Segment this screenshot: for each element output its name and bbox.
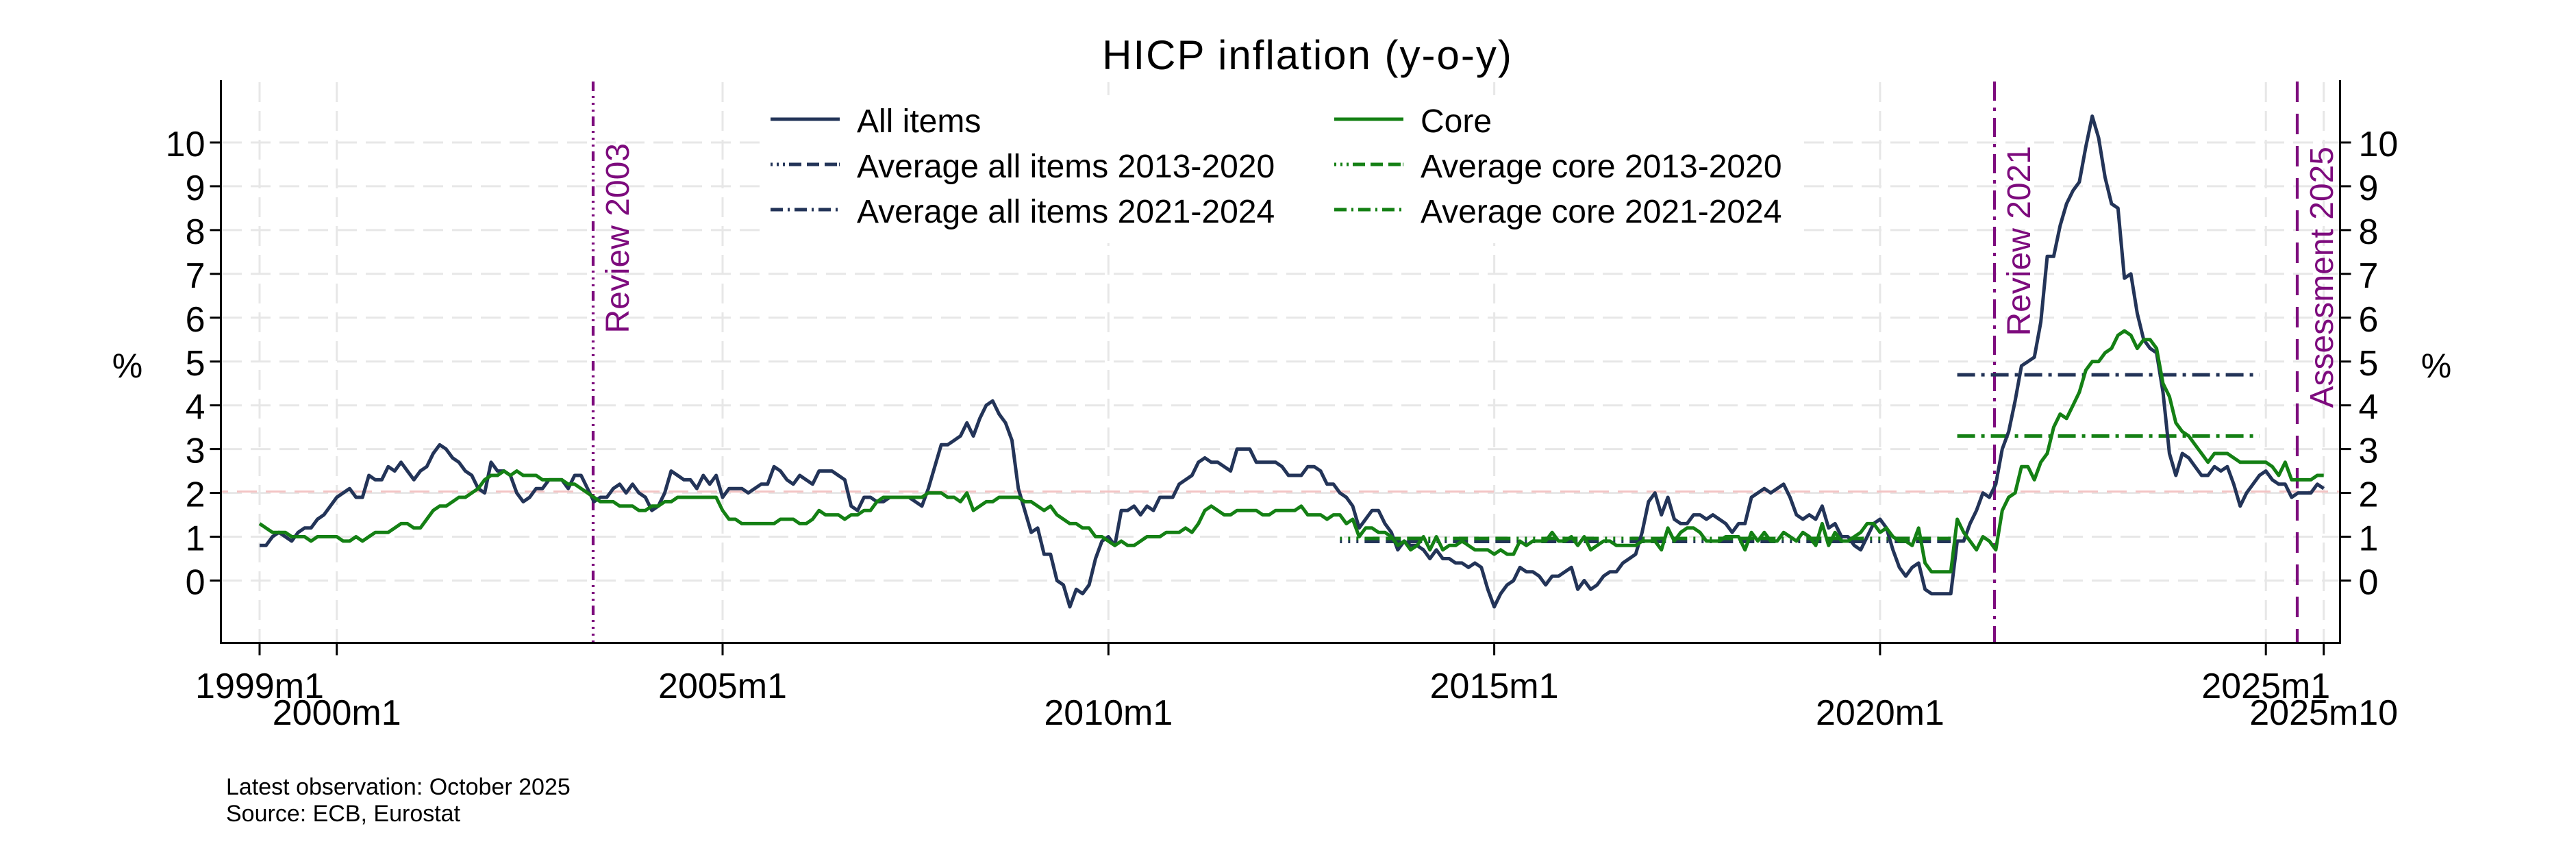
- svg-text:2025m10: 2025m10: [2249, 693, 2398, 733]
- svg-text:0: 0: [186, 563, 205, 603]
- svg-text:All items: All items: [857, 103, 981, 140]
- svg-text:Latest observation: October 20: Latest observation: October 2025: [226, 774, 571, 800]
- svg-text:3: 3: [2359, 432, 2379, 471]
- svg-text:5: 5: [2359, 344, 2379, 384]
- svg-text:Source: ECB, Eurostat: Source: ECB, Eurostat: [226, 801, 461, 827]
- svg-text:10: 10: [2359, 125, 2399, 164]
- svg-text:2020m1: 2020m1: [1816, 693, 1944, 733]
- svg-text:4: 4: [2359, 388, 2379, 427]
- svg-text:7: 7: [186, 256, 205, 296]
- svg-text:2: 2: [2359, 475, 2379, 515]
- svg-text:2025m1: 2025m1: [2201, 667, 2330, 706]
- svg-text:4: 4: [186, 388, 205, 427]
- svg-text:Average all items 2021-2024: Average all items 2021-2024: [857, 194, 1275, 230]
- svg-text:1: 1: [186, 519, 205, 559]
- svg-text:9: 9: [186, 169, 205, 208]
- svg-text:7: 7: [2359, 256, 2379, 296]
- svg-text:1999m1: 1999m1: [195, 667, 324, 706]
- svg-text:5: 5: [186, 344, 205, 384]
- svg-text:%: %: [112, 347, 142, 385]
- svg-text:Review 2003: Review 2003: [600, 143, 636, 334]
- svg-text:1: 1: [2359, 519, 2379, 559]
- svg-text:2: 2: [186, 475, 205, 515]
- svg-text:2010m1: 2010m1: [1044, 693, 1173, 733]
- svg-text:8: 8: [2359, 212, 2379, 252]
- svg-text:6: 6: [186, 300, 205, 340]
- svg-text:Average core 2021-2024: Average core 2021-2024: [1421, 194, 1782, 230]
- svg-text:6: 6: [2359, 300, 2379, 340]
- svg-text:Review 2021: Review 2021: [2001, 146, 2038, 336]
- svg-text:Core: Core: [1421, 103, 1492, 140]
- svg-text:Average core 2013-2020: Average core 2013-2020: [1421, 149, 1782, 185]
- svg-text:3: 3: [186, 432, 205, 471]
- svg-text:9: 9: [2359, 169, 2379, 208]
- svg-text:Assessment 2025: Assessment 2025: [2304, 147, 2340, 408]
- svg-text:%: %: [2421, 347, 2451, 385]
- svg-text:10: 10: [166, 125, 205, 164]
- svg-text:Average all items 2013-2020: Average all items 2013-2020: [857, 149, 1275, 185]
- svg-text:2000m1: 2000m1: [273, 693, 401, 733]
- svg-text:HICP inflation (y-o-y): HICP inflation (y-o-y): [1102, 32, 1513, 78]
- svg-text:0: 0: [2359, 563, 2379, 603]
- svg-text:2005m1: 2005m1: [658, 667, 787, 706]
- svg-text:2015m1: 2015m1: [1430, 667, 1559, 706]
- svg-text:8: 8: [186, 212, 205, 252]
